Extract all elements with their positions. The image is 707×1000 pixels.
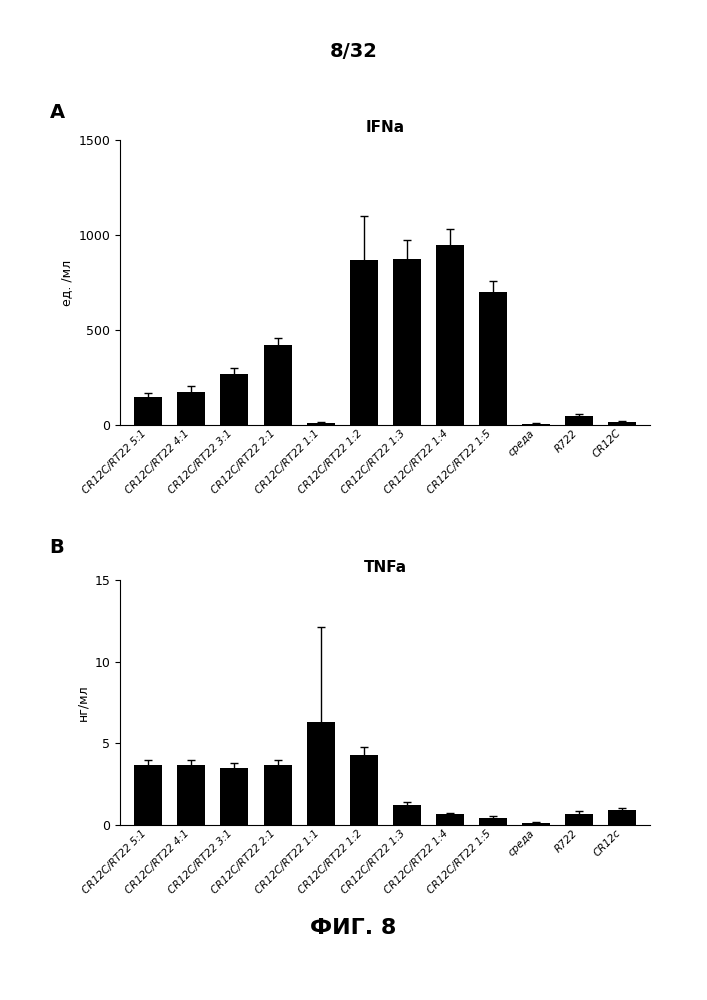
Bar xyxy=(177,765,205,825)
Bar xyxy=(479,818,507,825)
Bar xyxy=(307,722,334,825)
Bar xyxy=(566,814,593,825)
Bar xyxy=(609,810,636,825)
Bar xyxy=(350,755,378,825)
Bar xyxy=(393,259,421,425)
Text: B: B xyxy=(49,538,64,557)
Text: A: A xyxy=(49,103,64,122)
Text: 8/32: 8/32 xyxy=(329,42,378,61)
Y-axis label: нг/мл: нг/мл xyxy=(76,684,89,721)
Bar xyxy=(479,292,507,425)
Bar xyxy=(134,765,162,825)
Bar xyxy=(221,374,248,425)
Bar xyxy=(221,768,248,825)
Bar xyxy=(566,416,593,425)
Bar xyxy=(436,814,464,825)
Bar xyxy=(436,245,464,425)
Bar xyxy=(264,345,291,425)
Bar xyxy=(134,396,162,425)
Bar xyxy=(350,260,378,425)
Bar xyxy=(177,392,205,425)
Bar xyxy=(609,422,636,425)
Y-axis label: ед. /мл: ед. /мл xyxy=(60,259,73,306)
Text: ФИГ. 8: ФИГ. 8 xyxy=(310,918,397,938)
Title: TNFa: TNFa xyxy=(364,560,407,575)
Title: IFNa: IFNa xyxy=(366,120,405,135)
Bar xyxy=(307,423,334,425)
Bar xyxy=(264,765,291,825)
Bar xyxy=(393,805,421,825)
Bar xyxy=(522,823,550,825)
